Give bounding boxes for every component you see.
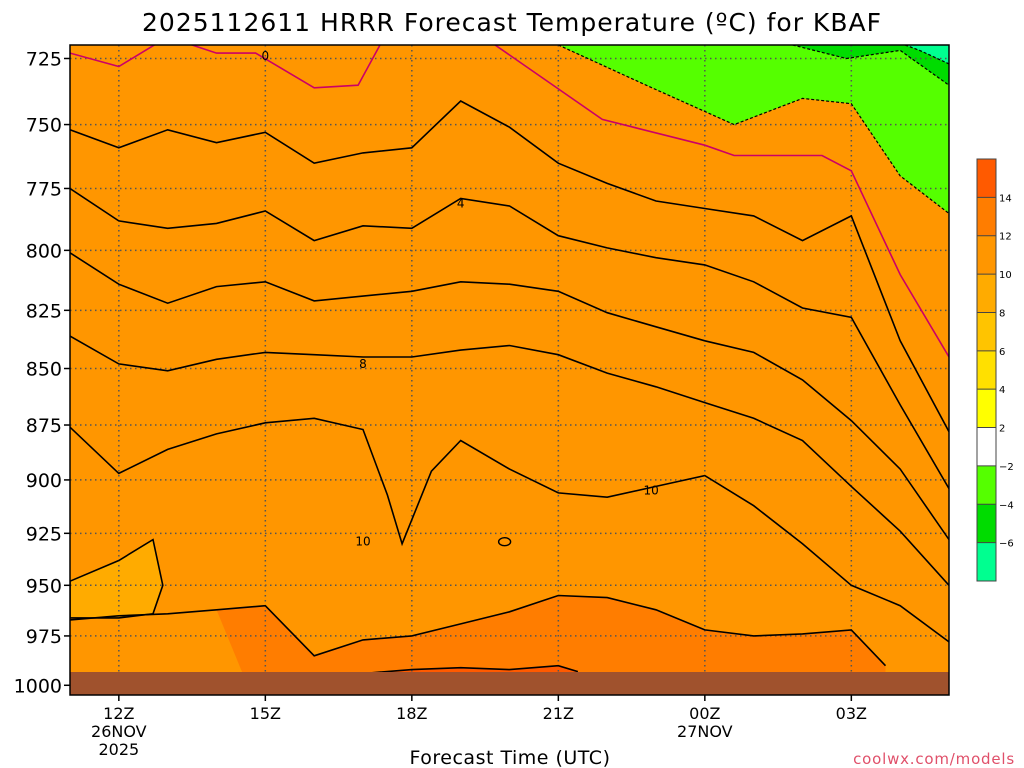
colorbar-label-6: 2 <box>999 424 1005 435</box>
y-tick-label-725: 725 <box>26 48 62 70</box>
temperature-fill-layer <box>70 45 949 695</box>
band-above-10c <box>70 45 949 642</box>
colorbar-swatch-6 <box>977 389 996 428</box>
x-tick-label-15Z: 15Z <box>250 704 281 723</box>
contour-line-8c <box>70 335 949 586</box>
y-tick-label-800: 800 <box>26 240 62 262</box>
x-axis-label: Forecast Time (UTC) <box>410 747 611 768</box>
colorbar-swatch-3 <box>977 274 996 313</box>
y-tick-label-750: 750 <box>26 115 62 137</box>
contour-label-layer: 0 4 8 10 10 <box>262 49 659 549</box>
y-tick-label-950: 950 <box>26 575 62 597</box>
contour-label-1: 4 <box>457 197 465 211</box>
contour-line-4c <box>70 187 949 490</box>
plot-frame <box>69 44 950 696</box>
colorbar-label-9: −6 <box>999 539 1014 550</box>
y-tick-label-825: 825 <box>26 300 62 322</box>
ground-layer <box>70 672 949 695</box>
x-tick-label-21Z: 21Z <box>543 704 574 723</box>
band-below-m4c <box>792 45 949 86</box>
y-tick-label-875: 875 <box>26 415 62 437</box>
dashed-contour-0 <box>558 45 949 214</box>
contour-blob-10c <box>497 537 512 547</box>
y-tick-label-900: 900 <box>26 470 62 492</box>
grid-layer <box>70 45 949 695</box>
x-tick-label-18Z: 18Z <box>396 704 427 723</box>
band-below-m2c <box>558 45 949 214</box>
colorbar-label-8: −4 <box>999 500 1014 511</box>
contour-line-0c <box>70 45 949 358</box>
contour-line-10c <box>70 417 949 643</box>
dashed-contour-2 <box>904 45 949 65</box>
contour-line-10c <box>70 538 164 619</box>
colorbar-swatch-7 <box>977 427 996 466</box>
colorbar-label-2: 10 <box>999 270 1012 281</box>
colorbar-swatch-5 <box>977 350 996 390</box>
colorbar-label-3: 8 <box>999 308 1005 319</box>
y-tick-label-1000: 1000 <box>14 675 62 697</box>
colorbar-frame <box>976 158 997 582</box>
chart-title: 2025112611 HRRR Forecast Temperature (ºC… <box>142 8 882 37</box>
watermark: coolwx.com/models <box>853 750 1015 768</box>
colorbar: 14 12 10 8 6 4 2 −2 −4 −6 <box>976 158 1014 582</box>
band-below-m6c <box>905 45 949 64</box>
contour-label-3: 10 <box>643 484 658 498</box>
colorbar-label-1: 12 <box>999 232 1012 243</box>
x-tick-date-00Z: 27NOV <box>677 722 733 741</box>
colorbar-swatch-8 <box>977 465 996 505</box>
y-tick-label-775: 775 <box>26 178 62 200</box>
colorbar-swatch-4 <box>977 312 996 351</box>
colorbar-label-7: −2 <box>999 462 1014 473</box>
contour-line-12c <box>70 594 887 667</box>
colorbar-swatch-9 <box>977 504 996 543</box>
y-tick-label-850: 850 <box>26 359 62 381</box>
colorbar-label-0: 14 <box>999 193 1012 204</box>
x-tick-label-12Z: 12Z <box>103 704 134 723</box>
band-pocket-west <box>70 539 163 618</box>
x-tick-label-03Z: 03Z <box>836 704 867 723</box>
contour-label-0: 0 <box>262 49 270 63</box>
colorbar-swatch-1 <box>977 197 996 236</box>
plot-area: 0 4 8 10 10 <box>69 44 950 696</box>
colorbar-label-5: 4 <box>999 385 1005 396</box>
colorbar-swatch-10 <box>977 542 996 581</box>
y-tick-label-975: 975 <box>26 626 62 648</box>
contour-label-4: 10 <box>355 535 370 549</box>
x-tick-date-12Z: 26NOV <box>91 722 147 741</box>
x-tick-label-00Z: 00Z <box>689 704 720 723</box>
x-tick-year-12Z: 2025 <box>98 740 139 759</box>
y-tick-label-925: 925 <box>26 523 62 545</box>
contour-layer <box>70 45 949 690</box>
dashed-contour-1 <box>792 45 949 86</box>
colorbar-swatch-2 <box>977 235 996 275</box>
contour-label-2: 8 <box>359 357 367 371</box>
contour-line-6c <box>70 252 949 541</box>
y-axis: 725 750 775 800 825 850 875 900 925 950 975 1000 <box>14 48 70 697</box>
colorbar-swatch-0 <box>977 159 996 198</box>
colorbar-label-4: 6 <box>999 347 1005 358</box>
contour-line-2c <box>70 100 949 433</box>
